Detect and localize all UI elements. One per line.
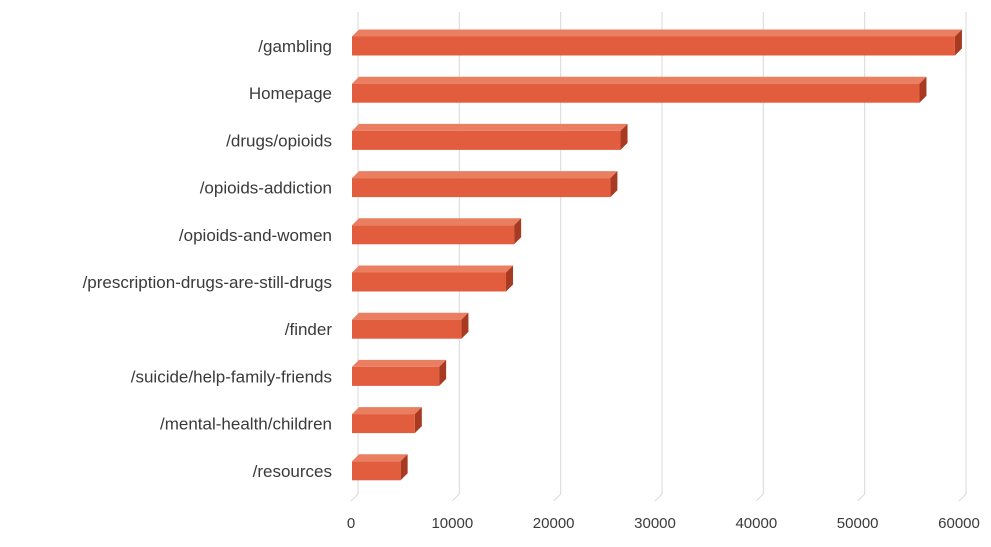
- category-label: Homepage: [249, 84, 332, 103]
- gridline-floor: [553, 493, 562, 502]
- category-label: /resources: [253, 462, 332, 481]
- category-label: /drugs/opioids: [226, 131, 332, 150]
- bar: [352, 171, 618, 198]
- bar: [352, 312, 469, 339]
- bar-side-face: [919, 76, 927, 103]
- gridline-floor: [654, 493, 663, 502]
- bar: [352, 218, 522, 245]
- category-label: /mental-health/children: [160, 415, 332, 434]
- bar-front-face: [352, 225, 515, 245]
- x-tick-label: 60000: [938, 515, 980, 532]
- bar-side-face: [461, 312, 469, 339]
- bar-top-face: [352, 454, 408, 462]
- category-label: /finder: [285, 320, 333, 339]
- bar-side-face: [954, 29, 962, 56]
- bar: [352, 123, 628, 150]
- category-label: /opioids-addiction: [200, 179, 332, 198]
- bar-front-face: [352, 272, 507, 292]
- x-tick-label: 50000: [837, 515, 879, 532]
- bar-top-face: [352, 218, 522, 226]
- bar-front-face: [352, 414, 415, 434]
- bar: [352, 454, 408, 481]
- bar-top-face: [352, 123, 628, 131]
- bar-side-face: [400, 454, 408, 481]
- category-label: /opioids-and-women: [179, 226, 332, 245]
- bar: [352, 265, 514, 292]
- category-labels: /gambling Homepage/drugs/opioids/opioids-…: [83, 37, 333, 481]
- bar-side-face: [506, 265, 514, 292]
- gridline-floor: [755, 493, 764, 502]
- bar: [352, 76, 927, 103]
- bar-front-face: [352, 130, 621, 150]
- bar-side-face: [610, 171, 618, 198]
- bar-side-face: [514, 218, 522, 245]
- bar-front-face: [352, 36, 955, 56]
- bar-front-face: [352, 319, 462, 339]
- bar-top-face: [352, 76, 927, 84]
- category-label: /suicide/help-family-friends: [131, 367, 332, 386]
- bar-side-face: [439, 359, 447, 386]
- gridline-floor: [350, 493, 359, 502]
- gridline-floor: [451, 493, 460, 502]
- bar-side-face: [620, 123, 628, 150]
- bar-top-face: [352, 265, 514, 273]
- gridline-floor: [857, 493, 866, 502]
- bar-front-face: [352, 178, 611, 198]
- bar-front-face: [352, 461, 401, 481]
- gridline-floor: [958, 493, 967, 502]
- x-tick-label: 40000: [735, 515, 777, 532]
- category-label: /gambling: [258, 37, 332, 56]
- x-tick-label: 20000: [533, 515, 575, 532]
- x-tick-label: 0: [347, 515, 355, 532]
- category-label: /prescription-drugs-are-still-drugs: [83, 273, 332, 292]
- bar-front-face: [352, 366, 440, 386]
- bar-top-face: [352, 359, 447, 367]
- bars: [352, 29, 962, 481]
- bar: [352, 29, 962, 56]
- x-tick-label: 30000: [634, 515, 676, 532]
- bar-side-face: [414, 407, 422, 434]
- bar: [352, 359, 447, 386]
- bar-top-face: [352, 29, 962, 37]
- x-tick-label: 10000: [431, 515, 473, 532]
- x-axis-tick-labels: 0 10000 20000 30000 40000 50000 60000: [347, 515, 980, 532]
- bar: [352, 407, 422, 434]
- bar-top-face: [352, 171, 618, 179]
- bar-top-face: [352, 312, 469, 320]
- bar-front-face: [352, 83, 920, 103]
- bar-top-face: [352, 407, 422, 415]
